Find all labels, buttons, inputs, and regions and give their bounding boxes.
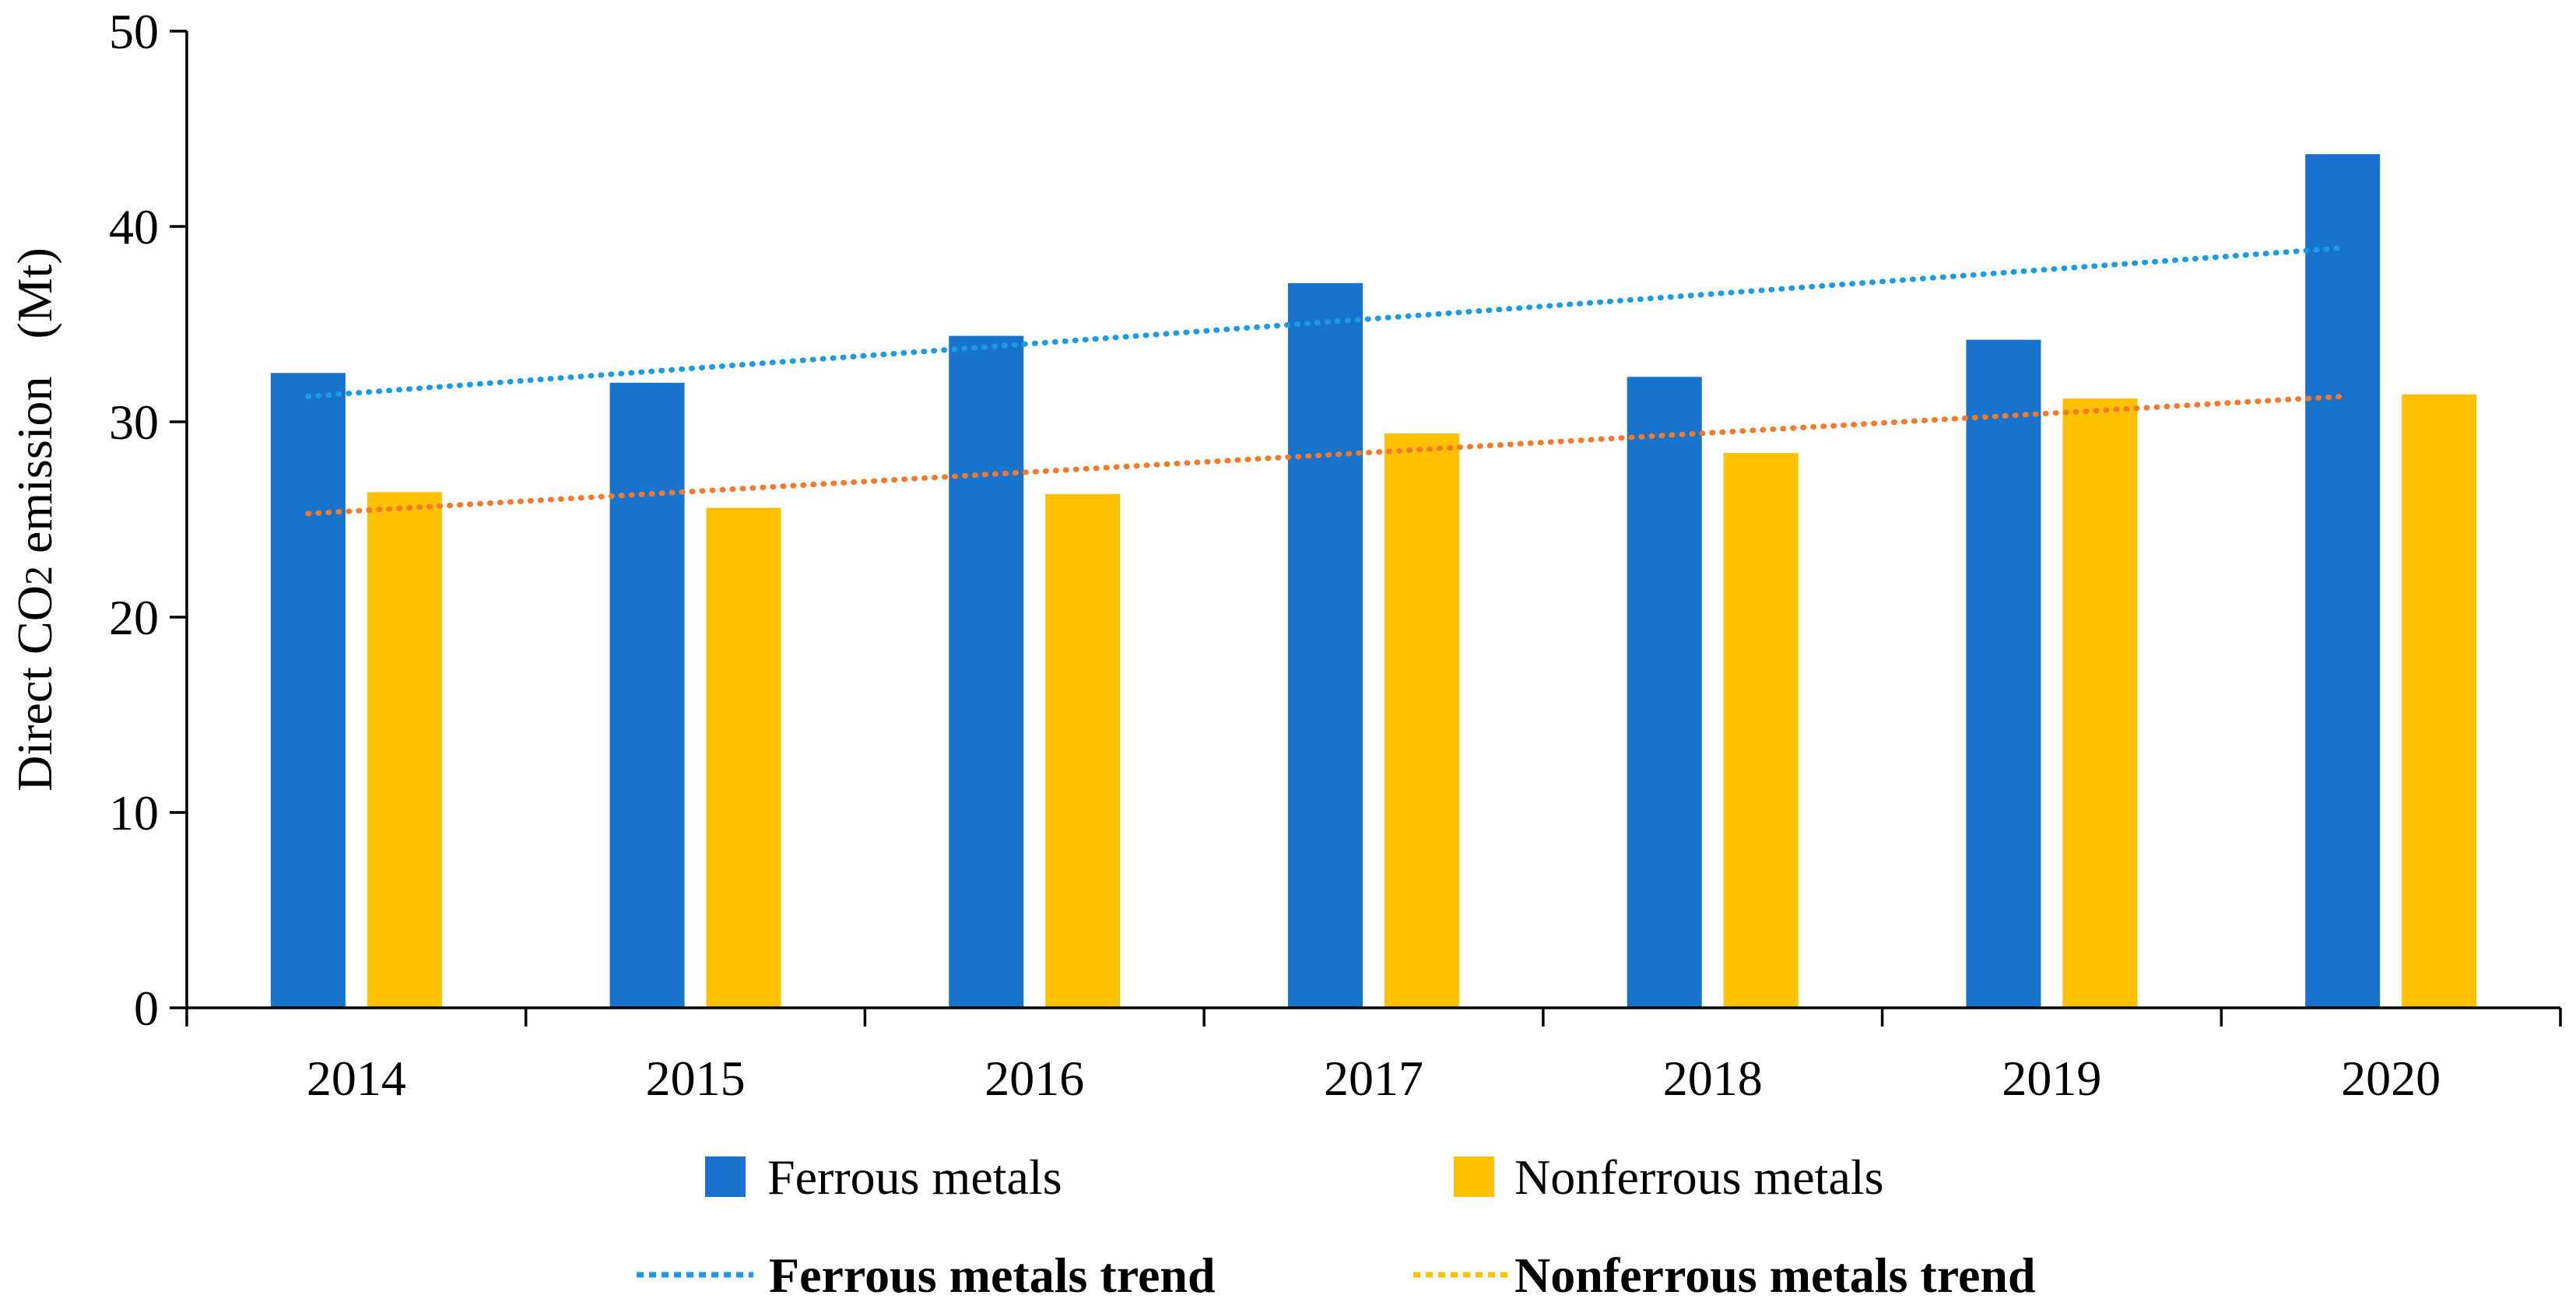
y-axis-ticks: 0 10 20 30 40 50 bbox=[109, 4, 187, 1036]
bar-nonferrous-2016 bbox=[1045, 493, 1121, 1008]
y-axis-label-prefix: Direct CO bbox=[7, 585, 62, 791]
legend: Ferrous metals Nonferrous metals Ferrous… bbox=[637, 1149, 2036, 1302]
legend-label-ferrous: Ferrous metals bbox=[767, 1149, 1062, 1205]
bar-ferrous-2019 bbox=[1966, 339, 2041, 1009]
bar-nonferrous-2020 bbox=[2402, 394, 2477, 1008]
bar-nonferrous-2019 bbox=[2062, 398, 2138, 1008]
y-tick-label: 40 bbox=[109, 199, 159, 254]
bar-ferrous-2017 bbox=[1288, 283, 1363, 1008]
legend-swatch-ferrous bbox=[705, 1156, 746, 1197]
y-tick-label: 50 bbox=[109, 4, 159, 59]
bars-group bbox=[270, 154, 2477, 1009]
trend-lines-group bbox=[305, 245, 2346, 517]
x-tick-label: 2020 bbox=[2341, 1051, 2441, 1106]
x-tick-label: 2018 bbox=[1663, 1051, 1763, 1106]
trend-line-ferrous bbox=[305, 245, 2346, 399]
y-tick-label: 20 bbox=[109, 590, 159, 645]
y-axis-label-suffix: emission bbox=[7, 376, 62, 566]
x-tick-label: 2019 bbox=[2002, 1051, 2101, 1106]
bar-ferrous-2020 bbox=[2305, 154, 2381, 1008]
bar-ferrous-2015 bbox=[609, 382, 685, 1008]
x-tick-label: 2014 bbox=[307, 1051, 406, 1106]
trend-line-nonferrous bbox=[305, 393, 2346, 517]
y-axis-label-unit: (Mt) bbox=[7, 247, 62, 339]
bar-nonferrous-2017 bbox=[1385, 433, 1459, 1008]
bar-nonferrous-2014 bbox=[367, 492, 442, 1008]
x-axis-ticks: 2014 2015 2016 2017 2018 2019 2020 bbox=[185, 1008, 2562, 1106]
y-axis-label-subscript: 2 bbox=[16, 566, 60, 585]
legend-swatch-nonferrous bbox=[1454, 1156, 1494, 1197]
y-axis-label: Direct CO2 emission (Mt) bbox=[7, 247, 62, 791]
x-tick-label: 2017 bbox=[1324, 1051, 1423, 1106]
y-tick-label: 0 bbox=[134, 981, 159, 1036]
bar-ferrous-2018 bbox=[1627, 377, 1702, 1008]
bar-nonferrous-2015 bbox=[706, 507, 781, 1008]
bar-ferrous-2016 bbox=[949, 335, 1024, 1008]
legend-label-nonferrous: Nonferrous metals bbox=[1514, 1149, 1884, 1205]
x-tick-label: 2016 bbox=[984, 1051, 1084, 1106]
plot-area: 0 10 20 30 40 50 2014 2015 2016 2017 2018 2019 2020 bbox=[109, 4, 2562, 1106]
bar-ferrous-2014 bbox=[270, 373, 346, 1008]
y-tick-label: 10 bbox=[109, 785, 159, 841]
x-tick-label: 2015 bbox=[646, 1051, 746, 1106]
bar-nonferrous-2018 bbox=[1723, 453, 1799, 1008]
legend-label-nonferrous-trend: Nonferrous metals trend bbox=[1514, 1248, 2036, 1302]
y-tick-label: 30 bbox=[109, 395, 159, 450]
legend-label-ferrous-trend: Ferrous metals trend bbox=[769, 1248, 1216, 1302]
